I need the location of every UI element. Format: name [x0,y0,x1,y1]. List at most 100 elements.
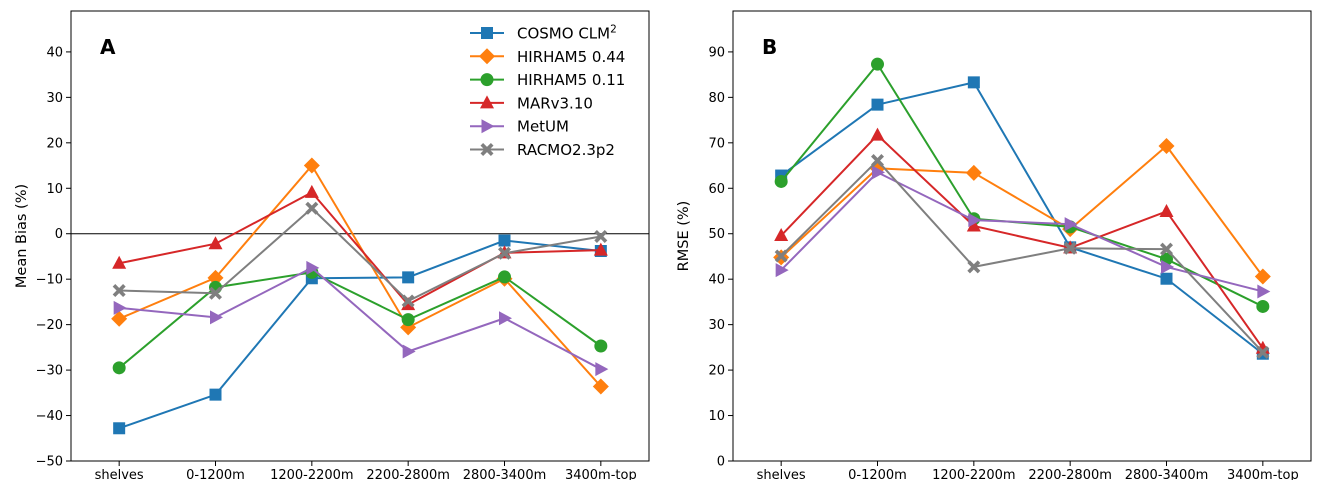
panel-a-xtick-label: 3400m-top [565,468,637,480]
panel-a-series-cosmo-clm-point [498,234,511,247]
panel-a-series-racmo2-3p2-point [498,246,511,260]
panel-b-ytick-label: 70 [708,136,725,151]
panel-b-xtick-label: 0-1200m [848,468,907,480]
panel-a-series-cosmo-clm-point [402,271,415,284]
panel-b-ytick-label: 80 [708,91,725,106]
legend: COSMO CLM2 HIRHAM5 0.44 HIRHAM5 0.11 MARv3.… [470,24,625,159]
panel-a-series-racmo2-3p2 [112,201,608,308]
panel-a-series-marv3-10-point [208,236,223,250]
legend-item: MARv3.10 [470,94,593,112]
panel-b-series-hirham5-0-44-point [965,164,982,181]
panel-a-series-hirham5-0-11-line [118,271,602,369]
panel-a-series-marv3-10-point [112,255,127,269]
panel-a-series-racmo2-3p2-point [594,229,608,243]
panel-b-xtick-label: 2800-3400m [1125,468,1209,480]
panel-a-series-cosmo-clm [113,234,607,435]
panel-b-series-hirham5-0-11-point [774,174,788,188]
panel-b-xtick-label: 3400m-top [1227,468,1299,480]
legend-label: MetUM [517,118,569,136]
panel-a-ytick-label: 30 [46,91,63,106]
panel-b-ytick-label: 50 [708,227,725,242]
legend-label: HIRHAM5 0.44 [517,48,625,66]
panel-a-series-hirham5-0-11-point [498,270,511,284]
panel-b-series-marv3-10-point [774,228,789,242]
legend-label: HIRHAM5 0.11 [517,71,625,89]
panel-a-series-racmo2-3p2-point [401,294,415,308]
panel-a-ylabel: Mean Bias (%) [14,184,30,288]
legend-item: HIRHAM5 0.44 [470,48,625,66]
panel-a-series-hirham5-0-11 [112,265,608,375]
panel-b-ytick-label: 10 [708,409,725,424]
panel-b-series-marv3-10-point [1159,203,1174,217]
panel-a-series-metum-line [119,266,602,371]
panel-b-series-metum-point [968,213,982,228]
panel-b-series-metum-point [1064,217,1078,232]
panel-a-series-racmo2-3p2-point [209,286,222,300]
panel-a-series-metum-point [402,344,416,359]
panel-a-series-metum-point [306,260,320,275]
panel-b-series-racmo2-3p2-point [871,154,884,168]
panel-b-series-racmo2-3p2-point [1063,241,1077,255]
panel-a-frame [70,10,650,462]
panel-b-series-cosmo-clm-line [780,81,1264,355]
panel-a-xtick-label: 0-1200m [186,468,245,480]
panel-b-series-metum [775,165,1271,299]
panel-b-series-hirham5-0-44-point [1254,268,1271,285]
panel-b-ytick-label: 20 [708,364,725,379]
panel-a-ytick-label: −50 [36,455,63,470]
panel-b-series-hirham5-0-44 [773,138,1271,285]
panel-a-series-metum-point [499,311,512,326]
panel-a-series-cosmo-clm-point [209,388,222,401]
panel-b-label: B [762,35,777,59]
panel-a-xtick-label: 2800-3400m [463,468,547,480]
panel-b-series-metum-point [775,263,789,278]
panel-b-chart: 0 10 20 30 40 50 60 70 80 90 shelves 0-1200m 1200-22… [676,10,1312,480]
panel-b-series-hirham5-0-11-point [1256,299,1270,313]
panel-b-series-marv3-10 [774,127,1270,354]
panel-b-series-hirham5-0-11-point [871,57,884,71]
legend-marker [480,143,494,156]
panel-b-series-cosmo-clm-point [967,76,980,89]
panel-b-series-marv3-10-point [870,127,885,141]
panel-a-ytick-label: 20 [46,136,63,151]
legend-marker [479,48,495,65]
panel-a-series-racmo2-3p2-point [112,284,126,298]
panel-a-series-hirham5-0-11-point [112,361,126,375]
panel-b-series-marv3-10-line [780,133,1264,349]
legend-item: MetUM [470,118,569,136]
panel-a-xtick-label: shelves [95,468,144,480]
panel-a-series-hirham5-0-44-point [111,310,128,327]
panel-a-series-hirham5-0-11-point [594,339,608,353]
panel-a-ytick-label: 10 [46,182,63,197]
panel-b-series-cosmo-clm-point [871,98,884,111]
panel-a-series-marv3-10-point [304,184,319,198]
legend-label: RACMO2.3p2 [517,141,615,159]
panel-a-label: A [100,35,116,59]
panel-b-series-racmo2-3p2-point [1160,242,1173,256]
legend-marker [481,119,495,134]
panel-a-series-cosmo-clm-point [113,422,126,435]
panel-b-xtick-label: 1200-2200m [932,468,1016,480]
panel-a-series-hirham5-0-11-point [401,313,415,327]
panel-b-xtick-label: shelves [757,468,806,480]
panel-b-series-racmo2-3p2-point [1256,345,1270,359]
legend-marker [481,27,493,39]
panel-a-series-cosmo-clm-line [118,239,601,430]
panel-b-ytick-label: 40 [708,273,725,288]
panel-a-ytick-label: −20 [36,318,63,333]
legend-item: HIRHAM5 0.11 [470,71,625,89]
panel-a-ytick-label: −40 [36,409,63,424]
panel-a-ytick-label: −10 [36,273,63,288]
panel-b-series-metum-point [1161,259,1174,274]
legend-label: COSMO CLM2 [517,24,617,43]
panel-b-series-marv3-10-point [966,218,981,232]
panel-b-series-hirham5-0-44-line [780,144,1264,278]
panel-a-series-marv3-10-point [593,242,608,256]
panel-b-ylabel: RMSE (%) [676,201,692,272]
panel-b-ytick-label: 30 [708,318,725,333]
legend-item: RACMO2.3p2 [470,141,615,159]
legend-marker [480,95,494,109]
panel-a-series-hirham5-0-44-point [207,269,224,286]
panel-a-series-racmo2-3p2-point [305,201,319,215]
